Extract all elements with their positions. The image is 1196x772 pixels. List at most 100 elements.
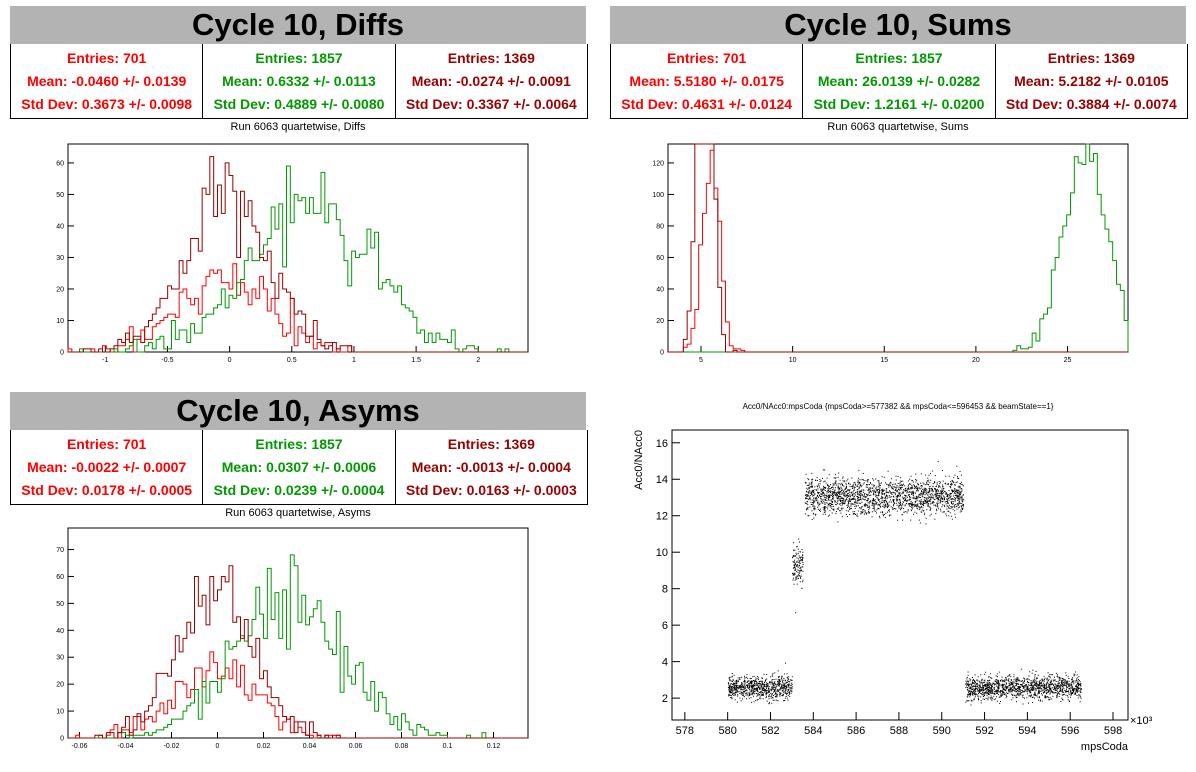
stat-std: Std Dev: 0.3673 +/- 0.0098 [21, 96, 193, 113]
y-tick-label: 80 [656, 223, 664, 230]
stats-col-darkred: Entries: 1369 Mean: 5.2182 +/- 0.0105 St… [996, 44, 1187, 118]
x-tick-label: 25 [1064, 357, 1072, 364]
diffs-stats-box: Entries: 701 Mean: -0.0460 +/- 0.0139 St… [10, 44, 588, 119]
x-tick-label: 0.08 [395, 743, 409, 750]
scatter-cluster-1 [792, 538, 804, 614]
x-tick-label: 0 [228, 357, 232, 364]
stat-mean: Mean: -0.0022 +/- 0.0007 [27, 458, 187, 475]
stat-std: Std Dev: 0.3367 +/- 0.0064 [405, 96, 577, 113]
x-tick-label: 0.02 [257, 743, 271, 750]
asyms-histogram: -0.06 -0.04 -0.02 0 0.02 0.04 0.06 0.08 0.1 0.12 0… [56, 527, 529, 750]
histogram-series-0 [67, 263, 528, 353]
x-tick-label: 578 [676, 725, 694, 737]
stats-col-darkred: Entries: 1369 Mean: -0.0013 +/- 0.0004 S… [396, 430, 587, 504]
histogram-series-1 [68, 165, 528, 353]
x-tick-label: -0.02 [164, 743, 180, 750]
asyms-stats-box: Entries: 701 Mean: -0.0022 +/- 0.0007 St… [10, 430, 588, 505]
y-tick-label: 20 [56, 286, 64, 293]
scatter-cluster-2 [804, 461, 965, 525]
y-tick-label: 60 [56, 160, 64, 167]
x-tick-label: 1 [352, 357, 356, 364]
y-tick-label: 50 [56, 601, 64, 608]
y-tick-label: 2 [662, 693, 668, 705]
x-tick-label: 0 [216, 743, 220, 750]
stat-entries: Entries: 701 [66, 49, 147, 66]
y-tick-label: 40 [56, 628, 64, 635]
stats-col-green: Entries: 1857 Mean: 26.0139 +/- 0.0282 S… [803, 44, 996, 118]
stat-mean: Mean: 0.0307 +/- 0.0006 [221, 458, 377, 475]
x-tick-label: 590 [933, 725, 951, 737]
y-tick-label: 30 [56, 655, 64, 662]
y-tick-label: 0 [660, 350, 664, 357]
asyms-subtitle: Run 6063 quartetwise, Asyms [225, 507, 371, 519]
stat-entries: Entries: 1369 [447, 435, 535, 452]
stat-std: Std Dev: 1.2161 +/- 0.0200 [813, 96, 985, 113]
stats-col-red: Entries: 701 Mean: -0.0460 +/- 0.0139 St… [11, 44, 204, 118]
y-tick-label: 6 [662, 620, 668, 632]
x-tick-label: 594 [1018, 725, 1036, 737]
stat-std: Std Dev: 0.0178 +/- 0.0005 [21, 482, 193, 499]
x-axis-label: mpsCoda [1081, 741, 1129, 753]
y-tick-label: 8 [662, 584, 668, 596]
sums-title: Cycle 10, Sums [610, 6, 1186, 45]
stat-std: Std Dev: 0.4889 +/- 0.0080 [213, 96, 385, 113]
x-tick-label: -1 [102, 357, 108, 364]
stat-mean: Mean: 26.0139 +/- 0.0282 [817, 72, 981, 89]
x-tick-label: 0.06 [349, 743, 363, 750]
stats-col-green: Entries: 1857 Mean: 0.6332 +/- 0.0113 St… [203, 44, 396, 118]
x-tick-label: 0.1 [443, 743, 453, 750]
x-tick-label: 0.12 [487, 743, 501, 750]
stats-col-green: Entries: 1857 Mean: 0.0307 +/- 0.0006 St… [203, 430, 396, 504]
histogram-series-1 [68, 554, 528, 739]
diffs-title: Cycle 10, Diffs [10, 6, 586, 45]
diffs-subtitle: Run 6063 quartetwise, Diffs [230, 121, 366, 133]
histogram-series-1 [668, 143, 1129, 353]
sums-stats-box: Entries: 701 Mean: 5.5180 +/- 0.0175 Std… [610, 44, 1188, 119]
x-tick-label: 20 [972, 357, 980, 364]
stats-col-darkred: Entries: 1369 Mean: -0.0274 +/- 0.0091 S… [396, 44, 587, 118]
acc0-scatter-plot: 578 580 582 584 586 588 590 592 594 596 598 2 4 6 8 10 1… [633, 429, 1153, 753]
stat-entries: Entries: 1857 [255, 435, 343, 452]
x-tick-label: 586 [847, 725, 865, 737]
y-tick-label: 30 [56, 255, 64, 262]
stat-std: Std Dev: 0.0163 +/- 0.0003 [405, 482, 577, 499]
y-tick-label: 70 [56, 547, 64, 554]
histogram-series-2 [68, 156, 528, 353]
stat-mean: Mean: -0.0460 +/- 0.0139 [27, 72, 187, 89]
x-tick-label: 584 [804, 725, 822, 737]
stat-mean: Mean: -0.0013 +/- 0.0004 [411, 458, 571, 475]
scatter-cluster-3 [965, 668, 1082, 706]
stat-std: Std Dev: 0.3884 +/- 0.0074 [1005, 96, 1177, 113]
stat-entries: Entries: 1369 [1047, 49, 1135, 66]
stat-mean: Mean: -0.0274 +/- 0.0091 [411, 72, 571, 89]
scatter-cluster-0 [727, 662, 793, 705]
y-tick-label: 20 [656, 318, 664, 325]
y-tick-label: 10 [56, 709, 64, 716]
stat-entries: Entries: 1857 [255, 49, 343, 66]
x-tick-label: 580 [718, 725, 736, 737]
x-tick-label: 2 [476, 357, 480, 364]
x-tick-label: 596 [1061, 725, 1079, 737]
sums-subtitle: Run 6063 quartetwise, Sums [827, 121, 969, 133]
y-tick-label: 20 [56, 682, 64, 689]
x-tick-label: 598 [1104, 725, 1122, 737]
y-tick-label: 14 [656, 474, 668, 486]
stat-entries: Entries: 701 [666, 49, 747, 66]
x-tick-label: 10 [789, 357, 797, 364]
y-tick-label: 40 [656, 286, 664, 293]
x-tick-label: 582 [761, 725, 779, 737]
asyms-title: Cycle 10, Asyms [10, 392, 586, 431]
y-tick-label: 0 [60, 736, 64, 743]
stat-std: Std Dev: 0.0239 +/- 0.0004 [213, 482, 385, 499]
stat-mean: Mean: 5.2182 +/- 0.0105 [1014, 72, 1169, 89]
y-tick-label: 0 [60, 350, 64, 357]
x-axis-multiplier: ×10³ [1130, 715, 1153, 727]
x-tick-label: 592 [975, 725, 993, 737]
x-tick-label: -0.5 [161, 357, 173, 364]
x-tick-label: 0.04 [303, 743, 317, 750]
histogram-series-2 [68, 565, 528, 739]
y-axis-label: Acc0/NAcc0 [633, 430, 645, 490]
histogram-series-2 [668, 143, 1128, 353]
y-tick-label: 60 [56, 574, 64, 581]
